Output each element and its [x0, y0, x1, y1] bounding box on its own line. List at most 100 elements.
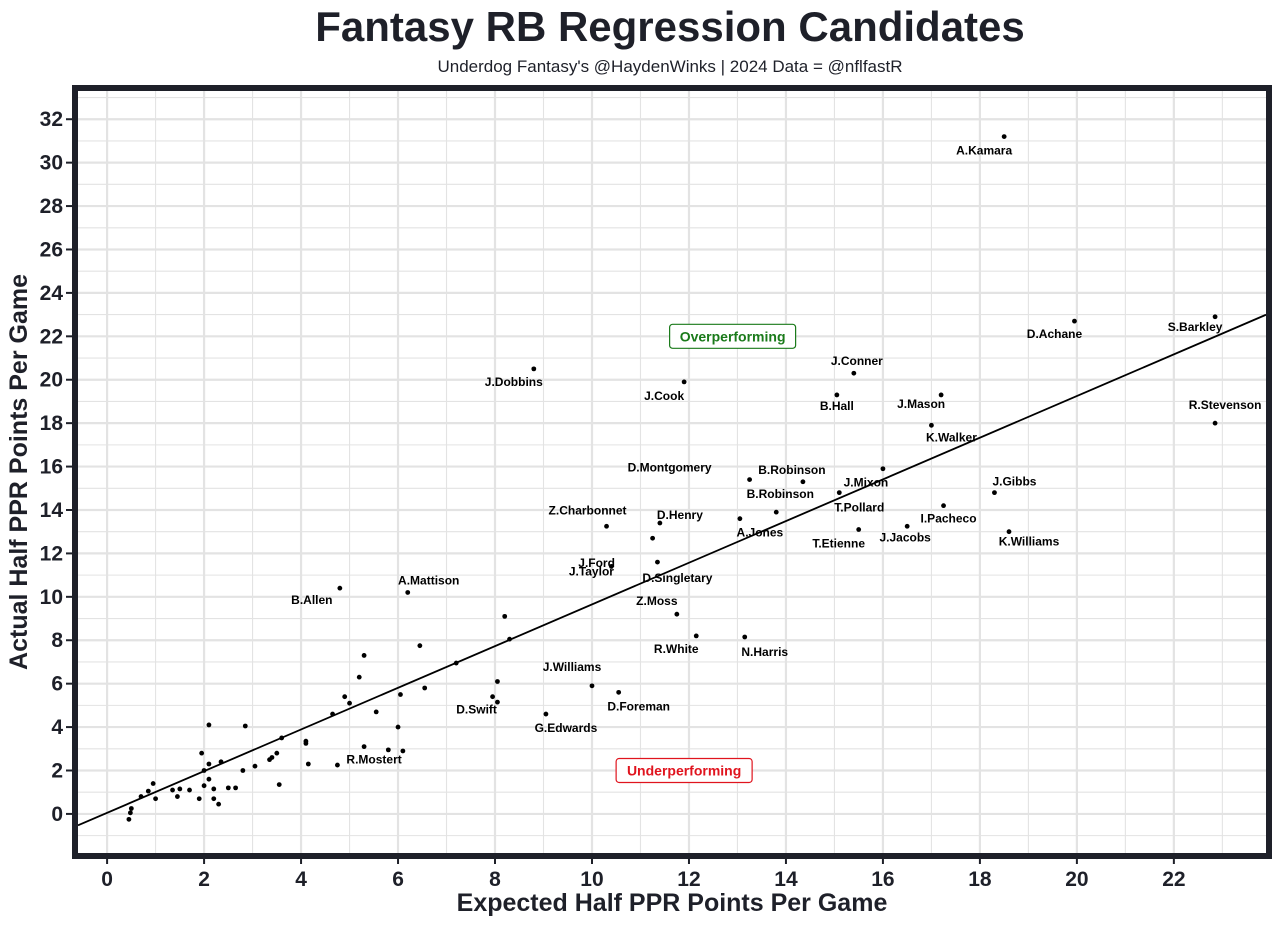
data-point — [276, 782, 282, 788]
point-label: G.Edwards — [535, 721, 598, 735]
x-tick-label: 0 — [101, 868, 113, 891]
annotation-label: Underperforming — [627, 763, 741, 779]
data-point — [361, 653, 367, 658]
point-label: R.Stevenson — [1189, 398, 1262, 412]
data-point — [681, 379, 687, 385]
point-label: J.Williams — [543, 660, 602, 674]
data-point — [674, 611, 680, 617]
point-label: J.Dobbins — [485, 375, 543, 389]
point-label: B.Robinson — [747, 487, 814, 501]
point-label: J.Taylor — [569, 564, 614, 578]
data-point — [531, 366, 537, 372]
data-point — [206, 776, 212, 782]
x-tick-label: 14 — [774, 868, 798, 891]
data-point — [206, 761, 212, 767]
data-point — [490, 694, 495, 700]
data-points — [126, 134, 1218, 822]
point-label: R.Mostert — [346, 753, 401, 767]
data-point — [1212, 420, 1218, 426]
point-label: A.Kamara — [956, 144, 1012, 158]
point-labels: A.Kamara D.Achane S.Barkley R.Stevenson J.Do… — [291, 144, 1261, 767]
point-label: J.Mixon — [844, 476, 889, 490]
data-point — [1212, 314, 1218, 320]
data-point — [773, 509, 779, 515]
data-point — [342, 694, 348, 700]
chart-title: Fantasy RB Regression Candidates — [315, 3, 1025, 50]
y-tick-label: 30 — [40, 152, 63, 175]
point-label: J.Cook — [644, 389, 684, 403]
y-tick-label: 24 — [40, 282, 64, 305]
x-axis-title: Expected Half PPR Points Per Game — [457, 889, 888, 917]
data-point — [269, 755, 275, 760]
data-point — [604, 523, 609, 529]
y-tick-label: 2 — [51, 760, 63, 783]
data-point — [225, 785, 231, 791]
point-label: D.Achane — [1027, 327, 1083, 341]
x-tick-label: 22 — [1162, 868, 1185, 891]
point-label: B.Allen — [291, 593, 332, 607]
data-point — [211, 786, 217, 792]
data-point — [400, 748, 406, 754]
data-point — [589, 683, 595, 689]
data-point — [211, 796, 217, 802]
data-point — [170, 787, 175, 793]
data-point — [616, 689, 622, 695]
y-tick-label: 0 — [51, 803, 63, 826]
data-point — [240, 768, 246, 773]
chart-subtitle: Underdog Fantasy's @HaydenWinks | 2024 D… — [437, 57, 902, 76]
y-tick-label: 12 — [40, 542, 63, 565]
point-label: D.Montgomery — [628, 461, 712, 475]
data-point — [177, 786, 183, 792]
data-point — [206, 722, 212, 728]
annotation-box — [615, 757, 753, 784]
data-point — [175, 794, 180, 799]
data-point — [655, 559, 660, 565]
data-point — [138, 794, 144, 799]
data-point — [196, 796, 202, 802]
data-point — [201, 768, 207, 773]
data-point — [127, 810, 133, 816]
point-label: N.Harris — [741, 645, 788, 659]
y-tick-label: 14 — [40, 499, 64, 522]
data-point — [274, 750, 280, 756]
data-point — [495, 699, 500, 705]
point-label: B.Hall — [820, 399, 854, 413]
data-point — [150, 781, 156, 786]
data-point — [693, 633, 699, 639]
point-label: A.Jones — [737, 526, 784, 540]
data-point — [128, 806, 134, 811]
point-label: R.White — [654, 642, 699, 656]
point-label: D.Henry — [657, 508, 703, 522]
data-point — [507, 636, 512, 642]
data-point — [335, 762, 340, 768]
x-tick-label: 4 — [295, 868, 307, 891]
point-label: J.Jacobs — [879, 530, 931, 544]
data-point — [201, 783, 207, 789]
data-point — [361, 744, 367, 750]
data-point — [834, 392, 840, 398]
point-label: Z.Charbonnet — [549, 503, 627, 517]
annotations: Overperforming Underperforming — [615, 323, 797, 784]
data-point — [252, 763, 258, 769]
data-point — [417, 643, 423, 649]
y-tick-label: 28 — [40, 195, 64, 218]
y-axis-title: Actual Half PPR Points Per Game — [5, 274, 33, 670]
y-tick-label: 4 — [51, 716, 63, 739]
point-label: D.Swift — [456, 703, 497, 717]
data-point — [992, 490, 997, 496]
point-label: D.Singletary — [642, 571, 712, 585]
data-point — [233, 785, 238, 791]
y-tick-label: 16 — [40, 456, 63, 479]
point-label: K.Williams — [999, 535, 1060, 549]
data-point — [747, 477, 752, 482]
data-point — [199, 750, 205, 756]
annotation-box — [669, 323, 797, 349]
data-point — [657, 520, 663, 526]
data-point — [495, 679, 500, 684]
point-label: S.Barkley — [1168, 320, 1223, 334]
y-tick-label: 20 — [40, 369, 63, 392]
data-point — [145, 788, 151, 794]
x-tick-label: 12 — [677, 868, 700, 891]
trendline — [77, 313, 1267, 827]
